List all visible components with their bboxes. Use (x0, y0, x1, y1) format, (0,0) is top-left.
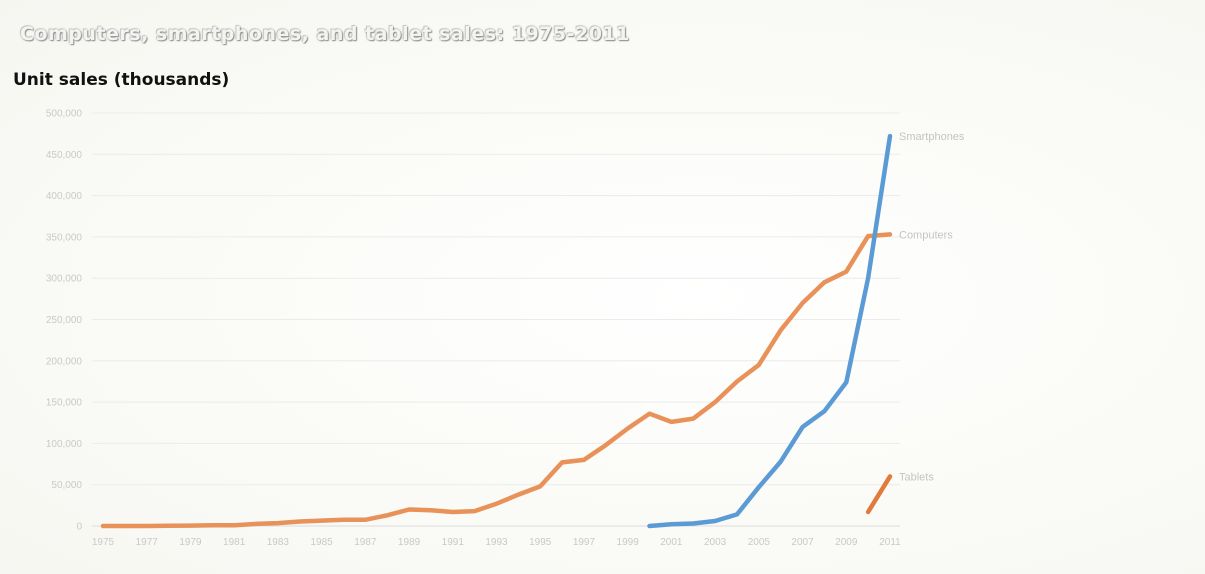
x-tick-label: 2003 (704, 537, 727, 548)
x-tick-label: 1991 (442, 537, 465, 548)
y-tick-label: 50,000 (51, 480, 82, 491)
y-tick-label: 350,000 (46, 232, 83, 243)
x-tick-label: 1985 (310, 537, 333, 548)
y-tick-label: 300,000 (46, 274, 83, 285)
series-label-computers: Computers (899, 229, 953, 241)
series-lines (100, 133, 893, 529)
y-tick-label: 250,000 (46, 315, 83, 326)
x-tick-label: 1993 (485, 537, 508, 548)
y-axis-title: Unit sales (thousands) (13, 70, 230, 90)
x-tick-label: 1977 (136, 537, 159, 548)
x-tick-label: 2005 (748, 537, 771, 548)
y-axis-ticks: 0 50,000 100,000 150,000 200,000 250,000 300,0… (46, 109, 83, 533)
x-tick-label: 1981 (223, 537, 246, 548)
x-tick-label: 2009 (835, 537, 858, 548)
y-tick-label: 200,000 (46, 356, 83, 367)
series-labels: Computers Smartphones Tablets (899, 131, 965, 483)
series-line-tablets (865, 474, 893, 515)
series-line-smartphones (647, 133, 893, 529)
y-tick-label: 100,000 (46, 439, 83, 450)
x-tick-label: 1989 (398, 537, 421, 548)
x-tick-label: 2011 (879, 537, 901, 548)
x-tick-label: 1995 (529, 537, 552, 548)
chart-title: Computers, smartphones, and tablet sales… (20, 23, 630, 45)
y-tick-label: 400,000 (46, 191, 83, 202)
x-tick-label: 1975 (92, 537, 115, 548)
x-axis-ticks: 1975 1977 1979 1981 1983 1985 1987 1989 1991 1993… (92, 537, 901, 548)
x-tick-label: 1999 (617, 537, 640, 548)
series-label-tablets: Tablets (899, 471, 934, 483)
gridlines (92, 112, 900, 527)
x-tick-label: 2007 (791, 537, 814, 548)
x-tick-label: 2001 (660, 537, 683, 548)
x-tick-label: 1983 (267, 537, 290, 548)
y-tick-label: 0 (76, 522, 82, 533)
y-tick-label: 500,000 (46, 109, 83, 120)
x-tick-label: 1979 (179, 537, 202, 548)
y-tick-label: 450,000 (46, 150, 83, 161)
series-label-smartphones: Smartphones (899, 131, 965, 143)
x-tick-label: 1987 (354, 537, 377, 548)
x-tick-label: 1997 (573, 537, 596, 548)
y-tick-label: 150,000 (46, 398, 83, 409)
